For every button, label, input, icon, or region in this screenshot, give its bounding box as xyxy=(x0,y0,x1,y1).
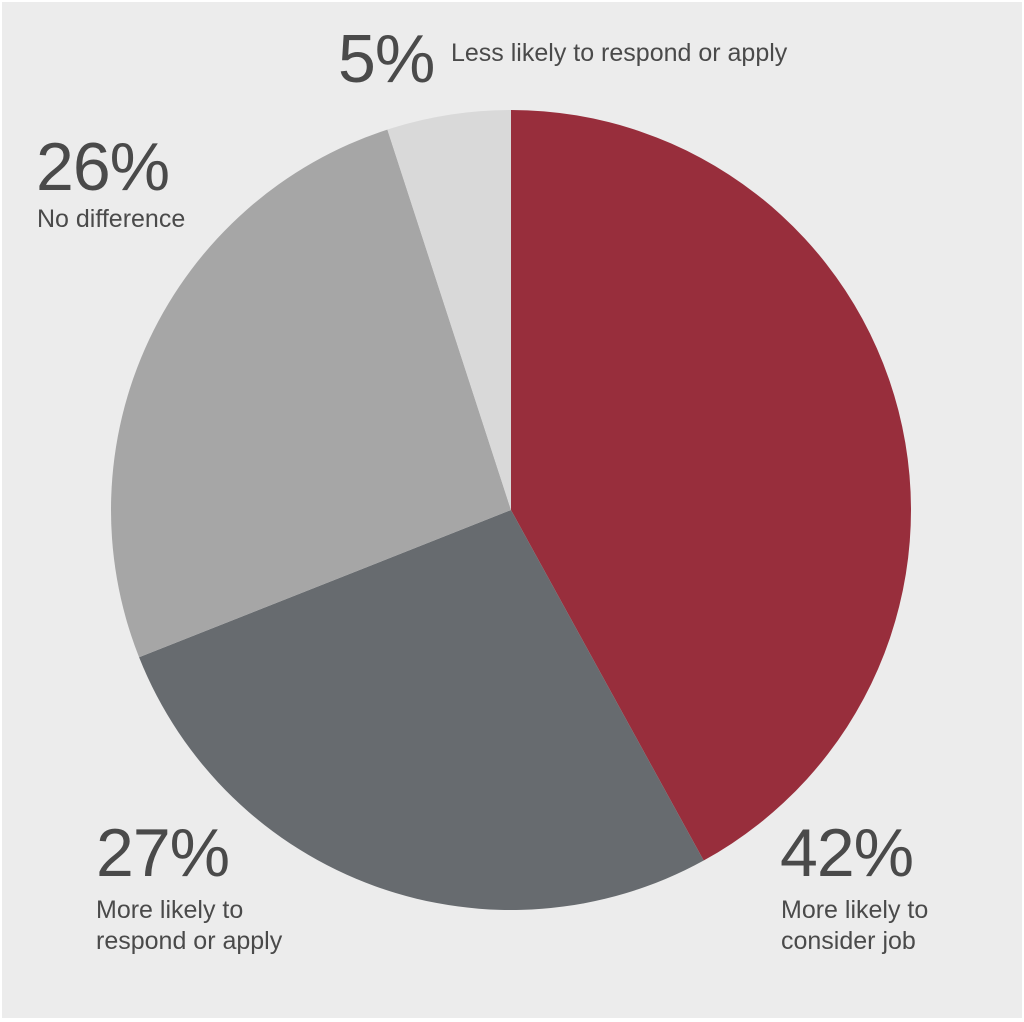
slice-value-less-likely: 5% xyxy=(338,21,435,97)
slice-value-no-difference: 26% xyxy=(36,129,170,205)
pie-slice-more-likely-consider xyxy=(511,110,911,861)
slice-value-more-likely-consider: 42% xyxy=(780,815,914,891)
slice-label-more-likely-consider: More likely to consider job xyxy=(781,896,929,955)
slice-value-more-likely-respond: 27% xyxy=(96,815,230,891)
slice-label-no-difference: No difference xyxy=(37,205,186,233)
pie-slice-no-difference xyxy=(111,129,511,658)
slice-label-less-likely: Less likely to respond or apply xyxy=(451,39,788,67)
pie-slice-less-likely xyxy=(387,110,511,510)
pie-slice-more-likely-respond xyxy=(139,510,704,910)
slice-label-more-likely-respond: More likely to respond or apply xyxy=(96,896,283,955)
